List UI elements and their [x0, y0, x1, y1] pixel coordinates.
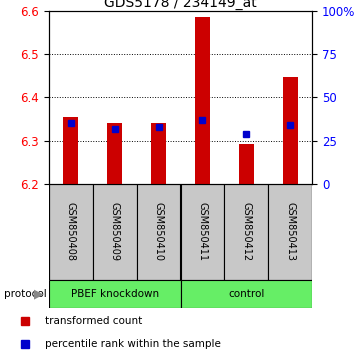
Title: GDS5178 / 234149_at: GDS5178 / 234149_at — [104, 0, 257, 10]
Bar — [239, 144, 254, 184]
Text: GSM850410: GSM850410 — [153, 202, 164, 261]
Text: percentile rank within the sample: percentile rank within the sample — [45, 339, 221, 349]
Bar — [151, 122, 166, 184]
Bar — [136, 184, 180, 280]
Text: GSM850409: GSM850409 — [110, 202, 119, 261]
Bar — [107, 123, 122, 184]
Bar — [180, 280, 312, 308]
Text: GSM850413: GSM850413 — [285, 202, 295, 261]
Bar — [63, 117, 78, 184]
Bar — [49, 280, 180, 308]
Bar — [93, 184, 136, 280]
Text: GSM850408: GSM850408 — [66, 202, 76, 261]
Bar — [195, 17, 210, 184]
Text: GSM850411: GSM850411 — [197, 202, 208, 261]
Bar — [180, 184, 225, 280]
Text: transformed count: transformed count — [45, 316, 142, 326]
Text: PBEF knockdown: PBEF knockdown — [70, 289, 159, 299]
Bar — [225, 184, 268, 280]
Text: ▶: ▶ — [34, 287, 44, 300]
Bar — [283, 76, 298, 184]
Text: GSM850412: GSM850412 — [242, 202, 251, 262]
Bar — [268, 184, 312, 280]
Text: control: control — [228, 289, 265, 299]
Text: protocol: protocol — [4, 289, 46, 299]
Bar — [49, 184, 93, 280]
